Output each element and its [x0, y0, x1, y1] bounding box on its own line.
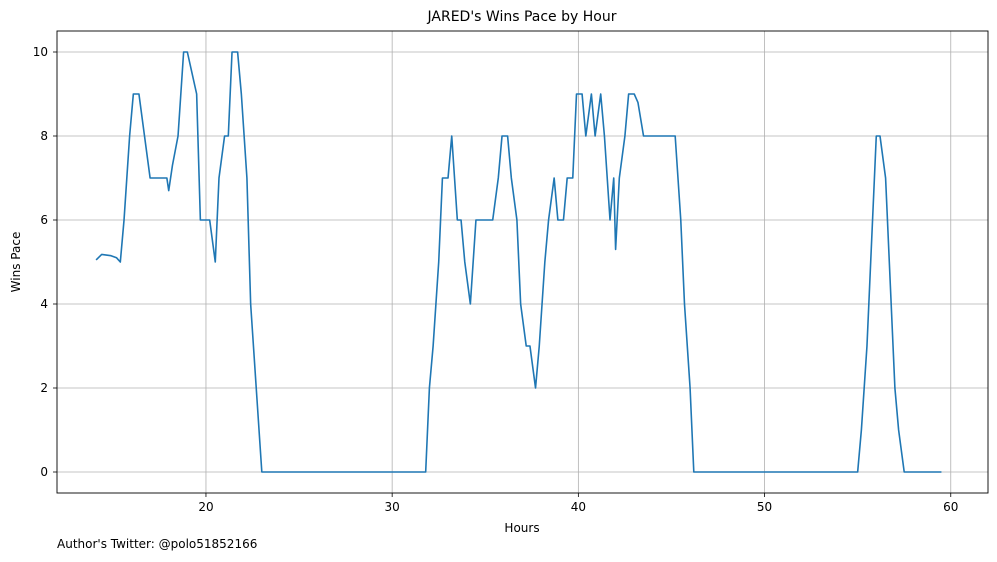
x-tick-label: 50	[757, 500, 772, 514]
axis-ticks: 20 30 40 50 60 0 2 4 6 8 10	[33, 45, 959, 514]
x-axis-label: Hours	[504, 521, 539, 535]
x-tick-label: 20	[198, 500, 213, 514]
x-tick-label: 40	[571, 500, 586, 514]
y-axis-label: Wins Pace	[9, 232, 23, 293]
series-line	[95, 51, 942, 473]
plot-frame	[56, 30, 989, 494]
y-tick-label: 8	[40, 129, 48, 143]
y-tick-label: 6	[40, 213, 48, 227]
y-tick-label: 10	[33, 45, 48, 59]
y-tick-label: 2	[40, 381, 48, 395]
grid-lines	[57, 31, 988, 493]
chart-title: JARED's Wins Pace by Hour	[427, 9, 617, 25]
author-credit: Author's Twitter: @polo51852166	[57, 537, 258, 551]
y-tick-label: 4	[40, 297, 48, 311]
x-tick-label: 30	[385, 500, 400, 514]
y-tick-label: 0	[40, 465, 48, 479]
x-tick-label: 60	[943, 500, 958, 514]
